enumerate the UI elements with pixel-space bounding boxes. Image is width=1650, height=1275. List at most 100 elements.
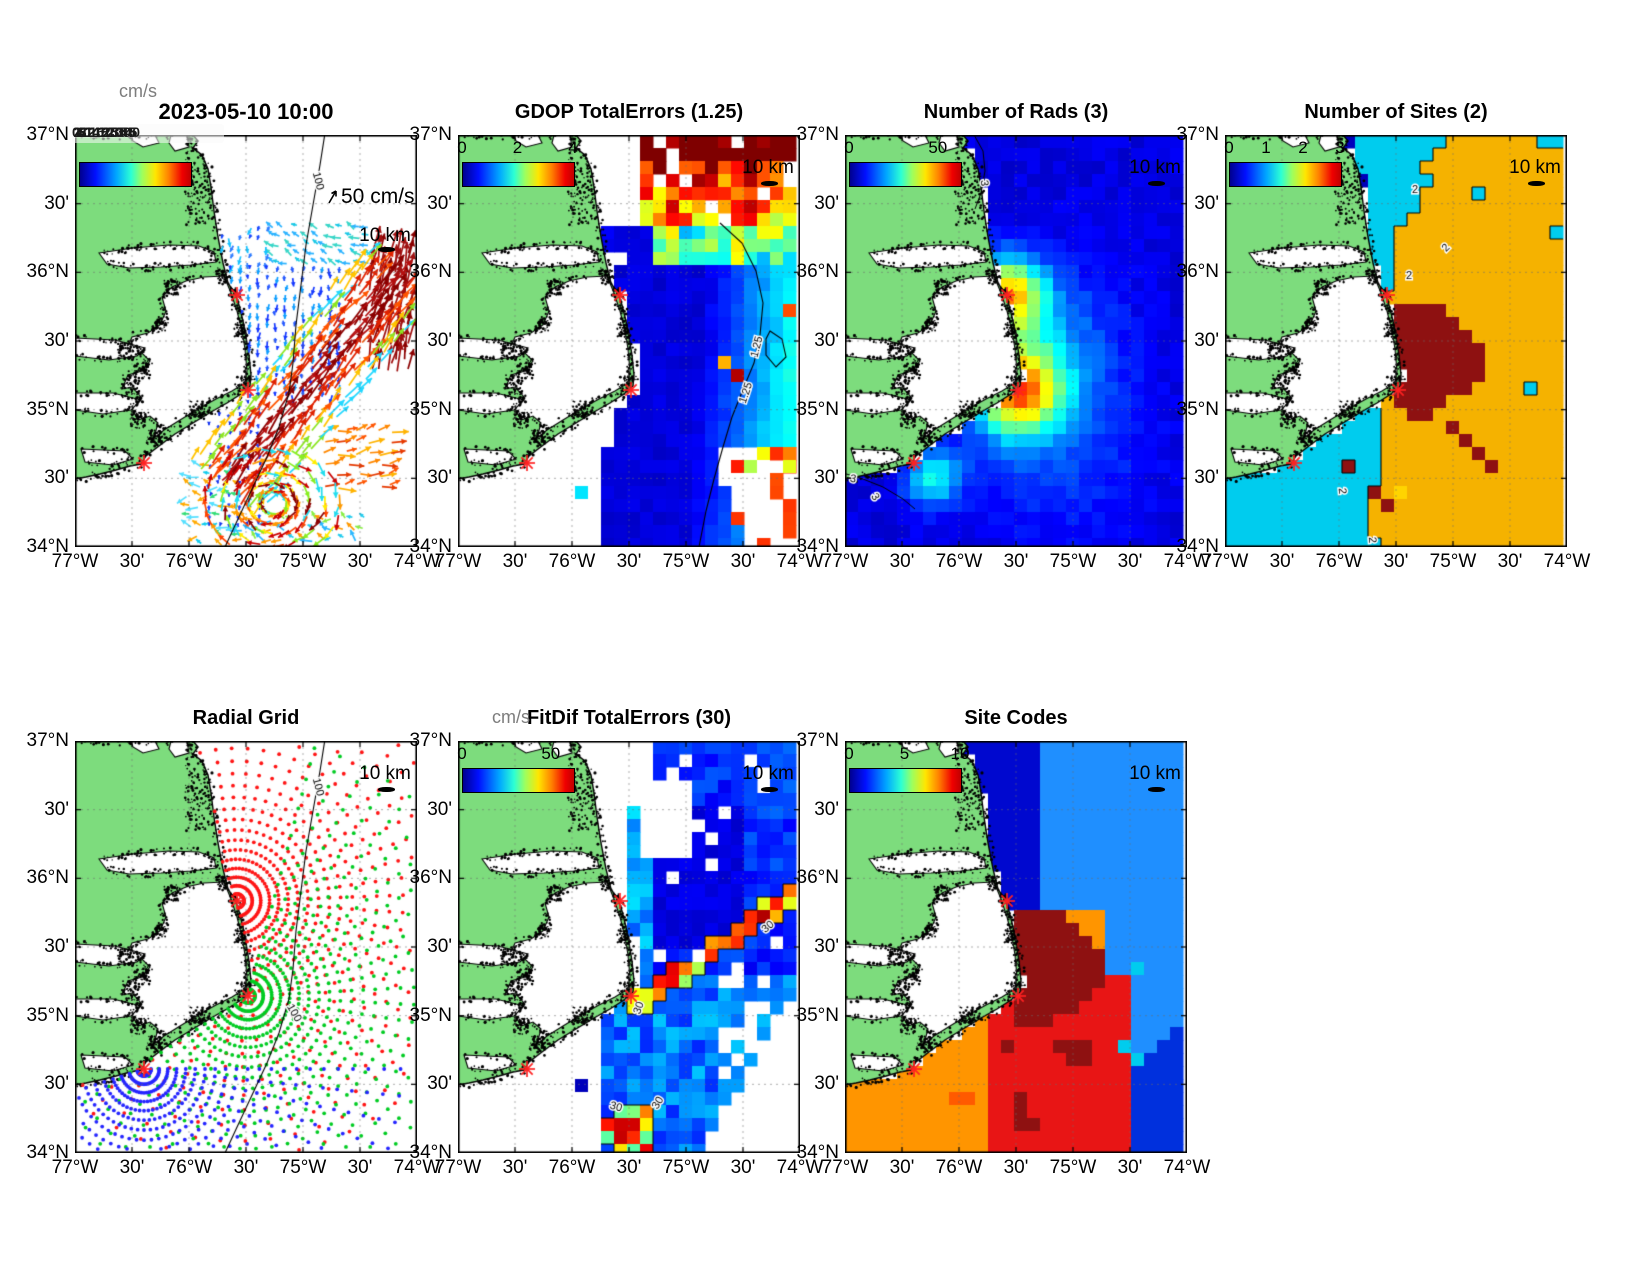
scalebar	[1148, 181, 1165, 186]
lat-tick-label: 30'	[427, 330, 452, 351]
colorbar-tick-label: 5	[899, 744, 910, 763]
lon-axis-labels: 77°W 30' 76°W 30' 75°W 30' 74°W	[1202, 551, 1591, 575]
lon-tick-label: 30'	[119, 1157, 145, 1178]
lat-axis-labels: 37°N 30' 36°N 30' 35°N 30' 34°N	[0, 730, 69, 1163]
lon-tick-label: 30'	[1383, 551, 1409, 572]
lat-axis-labels: 37°N 30' 36°N 30' 35°N 30' 34°N	[769, 124, 839, 557]
lat-tick-label: 30'	[1194, 330, 1219, 351]
scalebar-label: 10 km	[1129, 157, 1181, 178]
colorbar-tick-label: 50	[928, 138, 948, 157]
lon-axis-labels: 77°W 30' 76°W 30' 75°W 30' 74°W	[435, 1157, 824, 1181]
scalebar-label: 10 km	[359, 763, 411, 784]
lon-axis-labels: 77°W 30' 76°W 30' 75°W 30' 74°W	[52, 551, 441, 575]
lon-tick-label: 30'	[616, 1157, 642, 1178]
panel-gdop: GDOP TotalErrors (1.25) 10 km 37°N 30' 36°…	[410, 101, 824, 572]
scalebar-label: 10 km	[1509, 157, 1561, 178]
colorbar	[462, 162, 575, 187]
lon-tick-label: 74°W	[1163, 551, 1211, 572]
lon-tick-label: 76°W	[165, 1157, 213, 1178]
lon-tick-label: 30'	[347, 1157, 373, 1178]
lon-tick-label: 30'	[233, 551, 259, 572]
lon-tick-label: 75°W	[279, 1157, 327, 1178]
lon-tick-label: 77°W	[51, 551, 99, 572]
lat-tick-label: 37°N	[409, 730, 452, 751]
colorbar-ticks: 0 50	[844, 138, 1045, 157]
panel-title: 2023-05-10 10:00	[158, 99, 334, 124]
map-canvas-sites	[1225, 135, 1567, 547]
map-canvas-radial-grid	[75, 741, 417, 1153]
lat-tick-label: 30'	[44, 192, 69, 214]
map-canvas-fitdif	[458, 741, 800, 1153]
lat-tick-label: 30'	[814, 798, 839, 820]
lat-tick-label: 35°N	[409, 1004, 452, 1026]
scalebar-label: 10 km	[742, 763, 794, 784]
lat-tick-label: 30'	[44, 1073, 69, 1095]
lat-tick-label: 36°N	[796, 867, 839, 889]
lat-tick-label: 37°N	[409, 124, 452, 145]
map-canvas-rads	[845, 135, 1187, 547]
panel-title: Site Codes	[964, 707, 1068, 729]
lon-tick-label: 74°W	[393, 551, 441, 572]
lat-tick-label: 37°N	[796, 730, 839, 751]
lat-tick-label: 35°N	[796, 1004, 839, 1026]
map-canvas-gdop	[458, 135, 800, 547]
lat-tick-label: 30'	[814, 936, 839, 957]
colorbar-tick-label: 3	[1335, 138, 1345, 157]
lat-tick-label: 30'	[44, 798, 69, 820]
lon-tick-label: 30'	[1117, 551, 1143, 572]
colorbar	[79, 162, 192, 187]
map-canvas-site-codes	[845, 741, 1187, 1153]
colorbar-tick-label: 0	[457, 138, 467, 157]
lat-tick-label: 36°N	[409, 867, 452, 889]
lat-tick-label: 34°N	[26, 536, 69, 557]
lon-tick-label: 30'	[119, 551, 145, 572]
lat-tick-label: 30'	[814, 330, 839, 351]
colorbar-tick-label: 0	[844, 138, 854, 157]
scalebar	[1148, 787, 1165, 792]
colorbar	[849, 768, 962, 793]
lat-tick-label: 30'	[44, 936, 69, 957]
colorbar-ticks: 0 50	[457, 744, 658, 763]
lat-tick-label: 30'	[427, 192, 452, 214]
panel-fitdif: FitDif TotalErrors (30) cm/s 10 km 37°N 3…	[410, 707, 824, 1178]
lat-tick-label: 30'	[814, 192, 839, 214]
panel-site-codes: Site Codes 10 km 37°N 30' 36°N 30' 35°N 30' 34…	[797, 707, 1211, 1178]
lon-tick-label: 76°W	[165, 551, 213, 572]
lon-tick-label: 30'	[1003, 1157, 1029, 1178]
lat-tick-label: 37°N	[26, 730, 69, 751]
scalebar-label: 10 km	[359, 225, 411, 246]
lon-tick-label: 30'	[1497, 551, 1523, 572]
lat-tick-label: 36°N	[796, 261, 839, 283]
lon-tick-label: 76°W	[935, 551, 983, 572]
colorbar-tick-label: 0	[844, 744, 854, 763]
lon-tick-label: 77°W	[821, 551, 869, 572]
scalebar	[378, 787, 395, 792]
lat-tick-label: 35°N	[1176, 398, 1219, 420]
lon-tick-label: 77°W	[1201, 551, 1249, 572]
vector-key-label: 50 cm/s	[341, 185, 415, 208]
colorbar-clutter-ticks: 0 2 4 6 8 10 12 14 16 18 20 25 30 35 40 …	[72, 124, 224, 143]
lat-tick-label: 30'	[427, 798, 452, 820]
scalebar	[761, 181, 778, 186]
scalebar	[378, 247, 395, 252]
lon-axis-labels: 77°W 30' 76°W 30' 75°W 30' 74°W	[822, 1157, 1211, 1181]
units-label: cm/s	[119, 81, 157, 101]
units-label: cm/s	[492, 707, 530, 727]
panel-surface-currents: 2023-05-10 10:00 cm/s 0 2 4 6 8 10 12 14…	[27, 81, 441, 572]
colorbar	[1229, 162, 1342, 187]
scalebar-label: 10 km	[1129, 763, 1181, 784]
lat-tick-label: 30'	[427, 936, 452, 957]
panel-radial-grid: Radial Grid 10 km 37°N 30' 36°N 30' 35°N 30' 3…	[27, 707, 441, 1178]
lat-tick-label: 35°N	[796, 398, 839, 420]
lon-tick-label: 30'	[347, 551, 373, 572]
lat-tick-label: 37°N	[26, 124, 69, 145]
panel-number-of-rads: Number of Rads (3) 10 km 37°N 30' 36°N 30' 3…	[797, 101, 1211, 572]
lon-tick-label: 75°W	[662, 1157, 710, 1178]
lon-tick-label: 77°W	[821, 1157, 869, 1178]
colorbar	[849, 162, 962, 187]
lon-tick-label: 77°W	[434, 551, 482, 572]
lon-tick-label: 30'	[233, 1157, 259, 1178]
lat-axis-labels: 37°N 30' 36°N 30' 35°N 30' 34°N	[1149, 124, 1219, 557]
lon-tick-label: 30'	[730, 551, 756, 572]
